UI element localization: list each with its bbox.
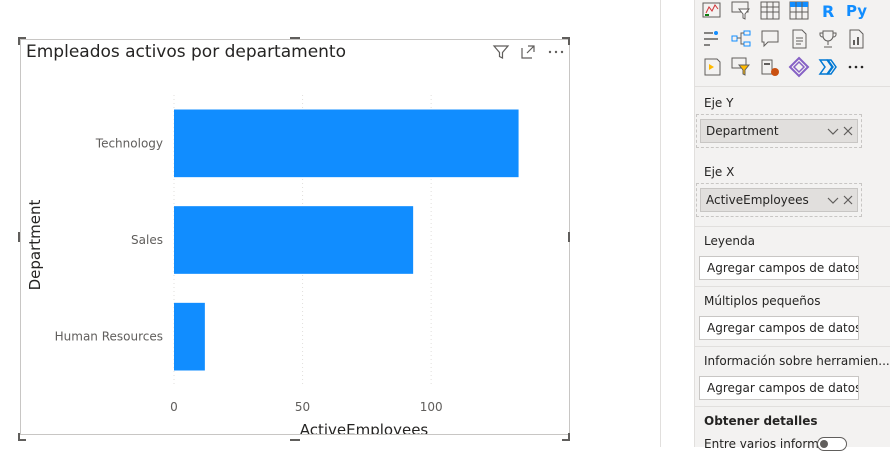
svg-text:R: R [822,2,834,21]
small-multiples-well-label: Múltiplos pequeños [704,294,821,308]
divider [695,286,890,287]
x-tick-label: 100 [420,400,443,414]
bar[interactable] [174,109,519,178]
goals-icon[interactable] [817,28,839,50]
matrix-icon[interactable] [701,0,723,22]
table-icon[interactable] [759,0,781,22]
bar-chart: Technology Sales Human Resources 0 50 100 Acti… [26,95,519,434]
divider [695,86,890,87]
category-label: Technology [95,136,163,150]
matrix-grid-icon[interactable] [788,0,810,22]
svg-text:Py: Py [846,2,867,20]
x-axis-well-label: Eje X [704,165,735,179]
y-axis-title: Department [26,200,44,291]
power-apps-diamond-icon[interactable] [788,56,810,78]
resize-handle[interactable] [562,37,570,39]
y-axis-well-label: Eje Y [704,96,734,110]
drillthrough-label: Obtener detalles [704,414,818,428]
category-label: Sales [131,233,163,247]
chevron-down-icon[interactable] [827,190,839,218]
x-tick-label: 50 [295,400,310,414]
resize-handle[interactable] [562,439,570,441]
y-axis-well[interactable]: Department [696,114,862,148]
x-axis-field-name: ActiveEmployees [706,193,809,207]
divider [695,406,890,407]
tooltips-well-label: Información sobre herramien... [704,354,890,368]
power-apps-icon[interactable] [701,56,723,78]
tooltips-well[interactable]: Agregar campos de datos a... [696,372,862,406]
bar[interactable] [174,302,205,371]
bar[interactable] [174,206,414,274]
key-influencers-icon[interactable] [701,28,723,50]
y-axis-field-name: Department [706,124,779,138]
x-axis-title: ActiveEmployees [300,421,429,434]
power-automate-icon[interactable] [730,56,752,78]
x-axis-field-pill[interactable]: ActiveEmployees [700,188,858,212]
resize-handle[interactable] [568,433,570,441]
resize-handle[interactable] [568,37,570,45]
resize-handle[interactable] [18,37,20,45]
more-visuals-icon[interactable] [845,56,867,78]
y-axis-field-pill[interactable]: Department [700,119,858,143]
cross-report-label: Entre varios informes [704,437,833,451]
filter-icon[interactable] [492,43,510,61]
small-multiples-add-field-box[interactable]: Agregar campos de datos a... [699,316,859,340]
legend-well[interactable]: Agregar campos de datos a... [696,252,862,286]
bar-chart-visual[interactable]: Empleados activos por departamento Techn… [20,39,570,435]
chevron-visual-icon[interactable] [817,56,839,78]
resize-handle[interactable] [18,439,26,441]
resize-handle[interactable] [290,439,300,441]
remove-field-icon[interactable] [843,189,853,218]
toggle-knob [820,440,828,448]
small-multiples-well[interactable]: Agregar campos de datos a... [696,312,862,346]
slicer-icon[interactable] [730,0,752,22]
focus-mode-icon[interactable] [519,43,537,61]
x-axis-well[interactable]: ActiveEmployees [696,183,862,217]
azure-map-icon[interactable] [759,56,781,78]
visual-title: Empleados activos por departamento [26,42,346,62]
pane-collapsed-strip [660,0,694,447]
qa-icon[interactable] [759,28,781,50]
visual-type-gallery: R Py [699,0,879,86]
category-label: Human Resources [55,330,163,344]
divider [695,346,890,347]
paginated-report-icon[interactable] [845,28,867,50]
tooltips-add-field-box[interactable]: Agregar campos de datos a... [699,376,859,400]
remove-field-icon[interactable] [843,120,853,149]
decomposition-tree-icon[interactable] [730,28,752,50]
divider [695,226,890,227]
narrative-icon[interactable] [788,28,810,50]
r-visual-icon[interactable]: R [817,0,839,22]
resize-handle[interactable] [290,37,300,39]
x-tick-label: 0 [170,400,178,414]
legend-add-field-box[interactable]: Agregar campos de datos a... [699,256,859,280]
more-options-icon[interactable] [547,43,565,61]
visualizations-pane: R Py [694,0,890,451]
resize-handle[interactable] [18,433,20,441]
legend-well-label: Leyenda [704,234,755,248]
resize-handle[interactable] [18,232,20,242]
report-canvas: Empleados activos por departamento Techn… [18,37,570,441]
resize-handle[interactable] [18,37,26,39]
cross-report-toggle[interactable] [817,437,847,451]
python-visual-icon[interactable]: Py [845,0,871,22]
chevron-down-icon[interactable] [827,121,839,149]
resize-handle[interactable] [568,232,570,242]
